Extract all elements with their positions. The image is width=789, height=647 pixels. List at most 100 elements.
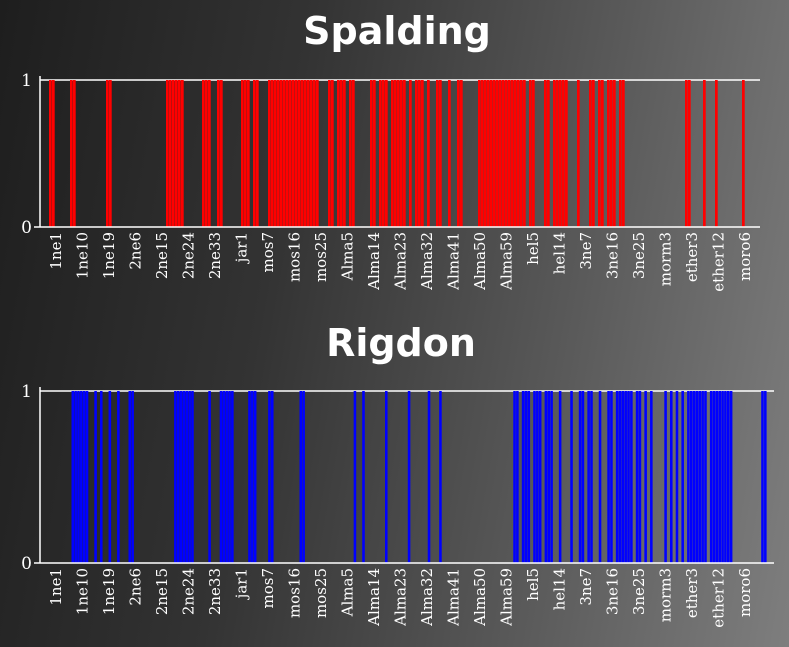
spalding-bar: [310, 80, 313, 227]
spalding-x-tick-label: 2ne33: [206, 232, 224, 279]
spalding-bar: [175, 80, 178, 227]
spalding-bar: [523, 80, 526, 227]
rigdon-x-tick-label: Alma23: [392, 568, 410, 627]
rigdon-x-tick-label: Alma50: [471, 568, 489, 627]
spalding-x-tick-label: Alma50: [471, 232, 489, 291]
spalding-bar: [514, 80, 517, 227]
rigdon-bar: [516, 391, 519, 563]
rigdon-bar: [621, 391, 625, 563]
rigdon-bar: [228, 391, 231, 563]
rigdon-bar: [427, 391, 431, 563]
spalding-bar: [73, 80, 76, 227]
rigdon-bar: [524, 391, 528, 563]
spalding-bar: [370, 80, 373, 227]
spalding-bar: [610, 80, 613, 227]
spalding-x-tick-label: 1ne10: [74, 232, 92, 279]
spalding-x-tick-label: 2ne24: [180, 232, 198, 279]
rigdon-bar: [185, 391, 189, 563]
rigdon-y-tick-label: 1: [21, 382, 32, 402]
spalding-x-tick-label: 3ne7: [577, 232, 595, 270]
spalding-bar: [268, 80, 271, 227]
spalding-x-tick-label: Alma14: [365, 232, 383, 291]
rigdon-bar: [709, 391, 713, 563]
spalding-x-tick-label: mos16: [286, 232, 304, 282]
spalding-bar: [619, 80, 622, 227]
spalding-bar: [556, 80, 559, 227]
rigdon-chart: Rigdon 0 1 1ne1 1ne10 1ne19 2ne6 2ne15 2ne24 2ne…: [21, 321, 774, 628]
spalding-bar: [508, 80, 511, 227]
spalding-bar: [202, 80, 205, 227]
spalding-bar: [511, 80, 514, 227]
rigdon-bar: [385, 391, 388, 563]
spalding-bar: [208, 80, 211, 227]
spalding-bar: [217, 80, 220, 227]
rigdon-x-tick-label: 2ne24: [180, 568, 198, 615]
rigdon-bar: [670, 391, 673, 563]
spalding-x-tick-label: mos25: [312, 232, 330, 282]
spalding-bar: [301, 80, 304, 227]
rigdon-x-tick-label: Alma41: [445, 568, 463, 627]
rigdon-bar: [615, 391, 619, 563]
spalding-bar: [517, 80, 520, 227]
rigdon-bar: [635, 391, 639, 563]
rigdon-bar: [644, 391, 647, 563]
spalding-bar: [400, 80, 403, 227]
spalding-x-tick-label: morm3: [657, 232, 675, 286]
spalding-bar: [286, 80, 289, 227]
rigdon-x-tick-label: morm3: [657, 568, 675, 622]
spalding-bar: [70, 80, 73, 227]
rigdon-bar: [618, 391, 622, 563]
spalding-bar: [565, 80, 568, 227]
spalding-bar: [589, 80, 592, 227]
spalding-x-tick-label: ether3: [683, 232, 701, 282]
spalding-bar: [331, 80, 334, 227]
rigdon-bar: [630, 391, 633, 563]
rigdon-bar: [610, 391, 613, 563]
rigdon-x-tick-label: jar1: [233, 568, 251, 600]
spalding-bar: [499, 80, 502, 227]
rigdon-bar: [664, 391, 667, 563]
spalding-bar: [349, 80, 352, 227]
spalding-bar: [601, 80, 604, 227]
rigdon-x-tick-label: Alma14: [365, 568, 383, 627]
spalding-bar: [598, 80, 601, 227]
spalding-bar: [253, 80, 256, 227]
rigdon-x-tick-label: 1ne19: [100, 568, 118, 615]
rigdon-bar: [302, 391, 305, 563]
rigdon-bar: [638, 391, 642, 563]
rigdon-bar: [174, 391, 177, 563]
rigdon-bar: [547, 391, 551, 563]
rigdon-bar: [764, 391, 767, 563]
rigdon-bar: [85, 391, 89, 563]
rigdon-bar: [624, 391, 627, 563]
rigdon-x-tick-label: hel14: [551, 568, 569, 610]
spalding-x-tick-label: jar1: [233, 232, 251, 264]
spalding-bar: [283, 80, 286, 227]
spalding-bar: [520, 80, 523, 227]
rigdon-x-tick-label: 2ne15: [153, 568, 171, 615]
spalding-bar: [613, 80, 616, 227]
rigdon-x-tick-label: 1ne10: [74, 568, 92, 615]
rigdon-bar: [407, 391, 411, 563]
rigdon-bar: [692, 391, 696, 563]
spalding-bar: [256, 80, 259, 227]
rigdon-y-tick-label: 0: [21, 554, 32, 574]
rigdon-x-tick-label: 2ne33: [206, 568, 224, 615]
spalding-bar: [292, 80, 295, 227]
spalding-bar: [448, 80, 451, 227]
spalding-bar: [487, 80, 490, 227]
rigdon-bar: [362, 391, 365, 563]
rigdon-bar: [627, 391, 630, 563]
spalding-bar: [481, 80, 484, 227]
spalding-x-tick-label: 1ne1: [47, 232, 65, 270]
spalding-bar: [703, 80, 706, 227]
rigdon-bar: [587, 391, 590, 563]
spalding-bar: [742, 80, 745, 227]
spalding-y-tick-label: 1: [21, 71, 32, 91]
spalding-bar: [439, 80, 442, 227]
rigdon-x-tick-label: 3ne16: [604, 568, 622, 615]
rigdon-bar: [675, 391, 679, 563]
rigdon-bar: [253, 391, 257, 563]
spalding-bar: [547, 80, 550, 227]
spalding-bar: [553, 80, 556, 227]
